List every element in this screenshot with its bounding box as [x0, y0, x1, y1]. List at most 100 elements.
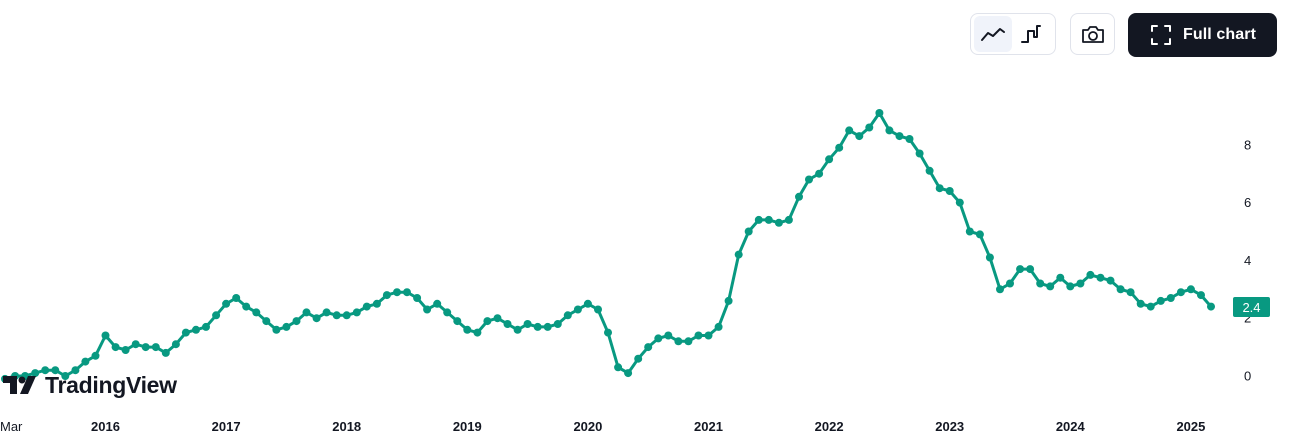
data-point[interactable] [975, 230, 984, 239]
line-style-button[interactable] [974, 16, 1012, 52]
data-point[interactable] [332, 311, 341, 320]
data-point[interactable] [292, 317, 301, 326]
tradingview-logo[interactable]: TradingView [3, 372, 177, 399]
data-point[interactable] [151, 343, 160, 352]
data-point[interactable] [624, 369, 633, 378]
data-point[interactable] [1207, 302, 1215, 311]
data-point[interactable] [71, 366, 80, 375]
data-point[interactable] [202, 322, 210, 331]
data-point[interactable] [1096, 273, 1105, 282]
data-point[interactable] [171, 340, 180, 349]
data-point[interactable] [1126, 288, 1135, 297]
data-point[interactable] [523, 320, 532, 328]
data-point[interactable] [372, 299, 381, 308]
data-point[interactable] [815, 169, 824, 178]
data-point[interactable] [1176, 288, 1185, 297]
data-point[interactable] [423, 305, 432, 314]
snapshot-button[interactable] [1070, 13, 1115, 55]
data-point[interactable] [252, 308, 261, 317]
data-point[interactable] [985, 253, 994, 262]
data-point[interactable] [644, 343, 653, 352]
data-point[interactable] [493, 314, 502, 323]
data-point[interactable] [81, 357, 90, 366]
data-point[interactable] [1046, 282, 1055, 291]
data-point[interactable] [885, 126, 894, 135]
data-point[interactable] [352, 308, 361, 317]
data-point[interactable] [744, 227, 753, 236]
data-point[interactable] [212, 311, 221, 320]
data-point[interactable] [413, 294, 422, 302]
data-point[interactable] [1146, 302, 1155, 311]
data-point[interactable] [282, 322, 291, 331]
data-point[interactable] [825, 155, 834, 164]
data-point[interactable] [664, 331, 673, 340]
data-point[interactable] [232, 294, 241, 302]
data-point[interactable] [1026, 265, 1035, 274]
data-point[interactable] [1006, 279, 1014, 288]
data-point[interactable] [795, 192, 803, 201]
data-point[interactable] [634, 354, 643, 363]
data-point[interactable] [1086, 270, 1095, 279]
data-point[interactable] [533, 322, 542, 331]
data-point[interactable] [594, 305, 602, 314]
data-point[interactable] [996, 285, 1004, 294]
data-point[interactable] [724, 296, 733, 305]
full-chart-button[interactable]: Full chart [1128, 13, 1277, 57]
data-point[interactable] [181, 328, 190, 337]
data-point[interactable] [483, 317, 492, 326]
data-point[interactable] [1136, 299, 1145, 308]
data-point[interactable] [865, 123, 874, 132]
data-point[interactable] [935, 184, 944, 193]
data-point[interactable] [1106, 276, 1115, 285]
data-point[interactable] [684, 337, 693, 346]
data-point[interactable] [875, 109, 884, 117]
data-point[interactable] [453, 317, 462, 326]
data-point[interactable] [473, 328, 482, 337]
data-point[interactable] [704, 331, 713, 340]
data-point[interactable] [111, 343, 120, 352]
data-point[interactable] [101, 331, 110, 340]
data-point[interactable] [322, 308, 331, 317]
data-point[interactable] [604, 328, 612, 337]
data-point[interactable] [654, 334, 663, 343]
step-style-button[interactable] [1012, 16, 1050, 52]
data-point[interactable] [513, 325, 522, 334]
data-point[interactable] [362, 302, 371, 311]
data-point[interactable] [925, 166, 934, 175]
data-point[interactable] [1036, 279, 1045, 288]
data-point[interactable] [121, 346, 130, 354]
data-point[interactable] [403, 288, 411, 297]
data-point[interactable] [553, 320, 562, 328]
data-point[interactable] [41, 366, 50, 375]
data-point[interactable] [312, 314, 321, 323]
data-point[interactable] [835, 143, 844, 152]
data-point[interactable] [51, 366, 60, 375]
data-point[interactable] [805, 175, 813, 184]
data-point[interactable] [382, 291, 391, 300]
data-point[interactable] [563, 311, 572, 320]
data-point[interactable] [31, 369, 40, 378]
data-point[interactable] [1076, 279, 1085, 288]
data-point[interactable] [845, 126, 854, 135]
data-point[interactable] [1016, 265, 1025, 274]
data-point[interactable] [1156, 296, 1165, 305]
data-point[interactable] [674, 337, 683, 346]
data-point[interactable] [855, 132, 864, 141]
data-point[interactable] [754, 215, 763, 224]
data-point[interactable] [393, 288, 401, 297]
data-point[interactable] [342, 311, 351, 320]
data-point[interactable] [222, 299, 231, 308]
data-point[interactable] [895, 132, 904, 141]
data-point[interactable] [784, 215, 793, 224]
data-point[interactable] [443, 308, 452, 317]
data-point[interactable] [463, 325, 472, 334]
data-point[interactable] [945, 187, 954, 195]
data-point[interactable] [141, 343, 150, 352]
data-point[interactable] [433, 299, 442, 308]
data-point[interactable] [242, 302, 251, 311]
data-point[interactable] [262, 317, 271, 326]
data-point[interactable] [714, 322, 723, 331]
data-point[interactable] [1186, 285, 1195, 294]
data-point[interactable] [192, 325, 200, 334]
data-point[interactable] [503, 320, 512, 328]
